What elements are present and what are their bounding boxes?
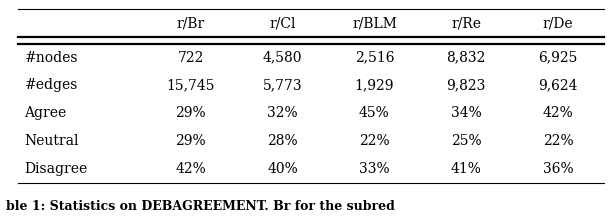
Text: 15,745: 15,745 [167,79,215,92]
Text: 45%: 45% [359,106,390,120]
Text: Neutral: Neutral [24,134,79,148]
Text: 28%: 28% [267,134,298,148]
Text: 9,823: 9,823 [447,79,486,92]
Text: r/Cl: r/Cl [270,16,296,30]
Text: 8,832: 8,832 [447,51,486,64]
Text: 22%: 22% [543,134,573,148]
Text: 5,773: 5,773 [263,79,303,92]
Text: r/Br: r/Br [177,16,205,30]
Text: 40%: 40% [267,162,298,176]
Text: 32%: 32% [267,106,298,120]
Text: 36%: 36% [543,162,573,176]
Text: 33%: 33% [359,162,390,176]
Text: 42%: 42% [543,106,573,120]
Text: Disagree: Disagree [24,162,88,176]
Text: Agree: Agree [24,106,66,120]
Text: #edges: #edges [24,79,78,92]
Text: 2,516: 2,516 [354,51,394,64]
Text: 6,925: 6,925 [538,51,578,64]
Text: 722: 722 [178,51,204,64]
Text: 1,929: 1,929 [354,79,394,92]
Text: 34%: 34% [451,106,481,120]
Text: 41%: 41% [451,162,482,176]
Text: 29%: 29% [176,134,206,148]
Text: 4,580: 4,580 [263,51,303,64]
Text: 25%: 25% [451,134,481,148]
Text: 9,624: 9,624 [538,79,578,92]
Text: r/Re: r/Re [451,16,481,30]
Text: 22%: 22% [359,134,390,148]
Text: r/De: r/De [543,16,573,30]
Text: #nodes: #nodes [24,51,78,64]
Text: r/BLM: r/BLM [352,16,397,30]
Text: 29%: 29% [176,106,206,120]
Text: 42%: 42% [176,162,206,176]
Text: ble 1: Statistics on DEBAGREEMENT. Br for the subred: ble 1: Statistics on DEBAGREEMENT. Br fo… [6,200,395,213]
